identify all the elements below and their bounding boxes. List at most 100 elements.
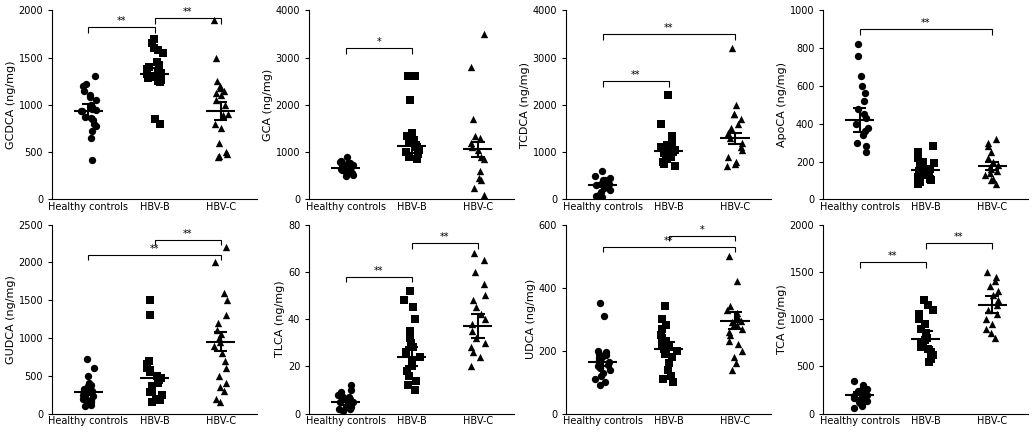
Point (151, 67, 168, 74)
Point (216, 357, 233, 364)
Text: **: ** (183, 7, 192, 17)
Point (856, 98, 873, 105)
Point (595, 369, 611, 376)
Point (468, 334, 485, 341)
Point (656, 161, 672, 168)
Point (142, 297, 158, 304)
Point (82, 92, 98, 99)
Point (913, 344, 930, 351)
Point (330, 391, 346, 398)
Point (337, 163, 354, 170)
Point (217, 312, 234, 319)
Point (660, 142, 676, 149)
Text: **: ** (117, 16, 126, 26)
Point (342, 401, 359, 408)
Point (850, 41, 866, 48)
Point (591, 300, 608, 307)
Point (854, 83, 871, 89)
Point (83, 401, 99, 408)
Point (723, 125, 739, 132)
Point (402, 287, 419, 294)
Point (855, 393, 872, 400)
Point (722, 303, 738, 310)
Point (79, 356, 95, 362)
Point (983, 177, 1000, 184)
Point (408, 144, 425, 151)
Point (726, 353, 742, 360)
Point (342, 168, 359, 175)
Point (466, 132, 483, 139)
Point (342, 387, 359, 394)
Point (913, 340, 930, 347)
Point (210, 319, 226, 326)
Point (470, 175, 487, 181)
Point (990, 162, 1006, 169)
Point (924, 306, 941, 313)
Point (85, 117, 101, 124)
Point (734, 146, 751, 153)
Point (923, 349, 940, 356)
Point (340, 159, 357, 166)
Point (151, 397, 168, 403)
Point (849, 139, 865, 146)
Point (332, 398, 348, 405)
Point (600, 361, 616, 368)
Point (856, 395, 873, 402)
Point (469, 146, 486, 153)
Point (83, 399, 99, 406)
Point (408, 377, 425, 384)
Point (464, 349, 481, 356)
Point (660, 92, 676, 99)
Point (343, 163, 360, 170)
Point (139, 70, 155, 77)
Point (979, 139, 996, 146)
Point (403, 339, 420, 346)
Point (858, 114, 875, 121)
Point (590, 360, 607, 367)
Point (979, 306, 996, 313)
Point (918, 334, 935, 341)
Point (82, 384, 98, 391)
Point (144, 40, 160, 47)
Point (857, 90, 874, 97)
Point (397, 149, 414, 156)
Point (462, 344, 479, 351)
Point (911, 311, 927, 318)
Point (476, 280, 492, 287)
Point (984, 292, 1001, 299)
Point (344, 162, 361, 168)
Point (656, 346, 672, 353)
Point (850, 52, 866, 59)
Point (983, 149, 1000, 156)
Point (661, 360, 677, 367)
Point (477, 257, 493, 264)
Point (982, 283, 999, 289)
Point (586, 172, 603, 179)
Point (722, 331, 738, 338)
Point (85, 392, 101, 399)
Point (986, 278, 1003, 285)
Point (139, 361, 155, 368)
Point (82, 94, 98, 101)
Point (598, 178, 614, 185)
Point (722, 338, 738, 345)
Point (343, 403, 360, 410)
Y-axis label: GCA (ng/mg): GCA (ng/mg) (263, 69, 273, 141)
Point (144, 384, 160, 391)
Point (338, 172, 355, 179)
Point (206, 259, 222, 266)
Point (976, 172, 993, 178)
Point (217, 380, 234, 387)
Point (859, 124, 876, 131)
Text: *: * (376, 37, 382, 47)
Point (146, 35, 162, 42)
Point (665, 379, 681, 386)
Point (601, 180, 617, 187)
Point (915, 158, 932, 165)
Point (206, 342, 222, 349)
Point (332, 157, 348, 164)
Point (730, 341, 747, 348)
Y-axis label: GUDCA (ng/mg): GUDCA (ng/mg) (5, 275, 16, 364)
Point (663, 153, 679, 160)
Point (153, 375, 170, 381)
